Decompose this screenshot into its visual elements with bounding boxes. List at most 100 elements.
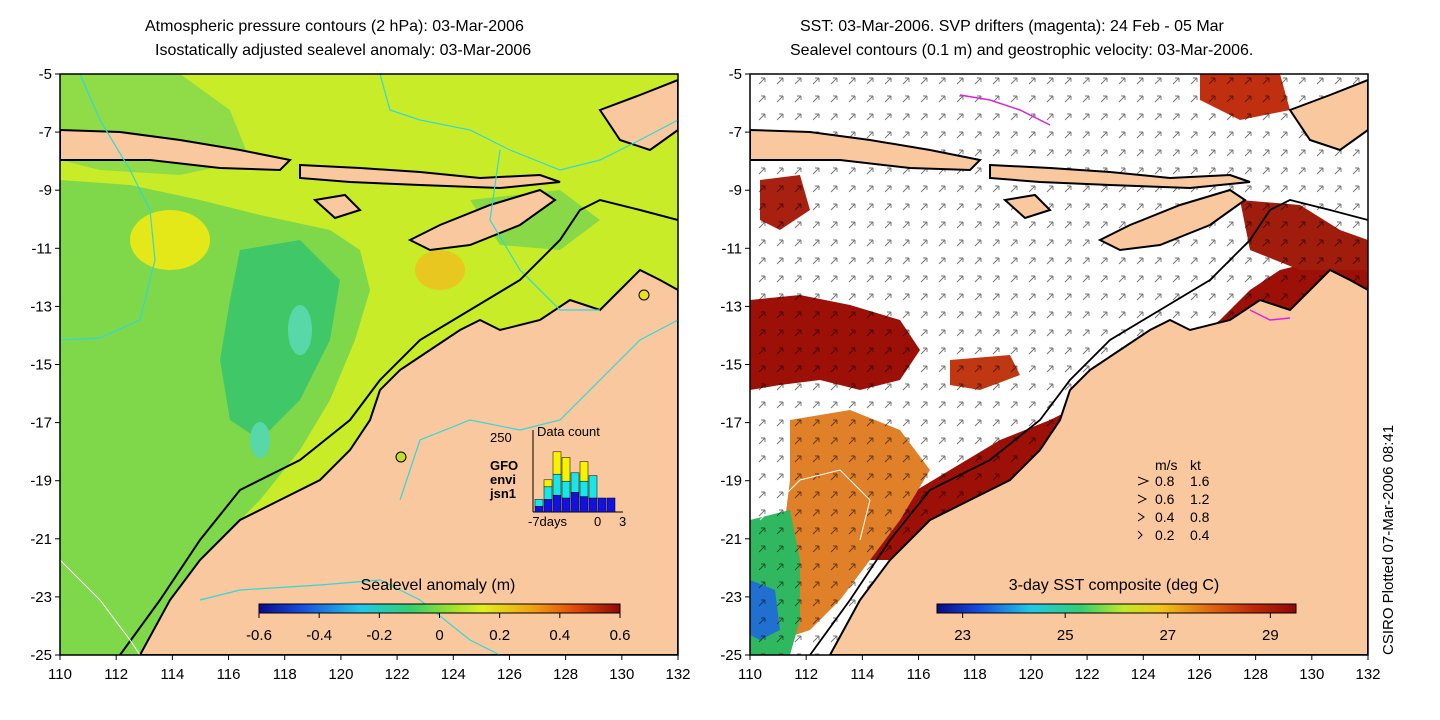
- x-tick-label: 130: [1299, 666, 1324, 683]
- nusa-tenggara-right: [989, 163, 1251, 190]
- x-tick-label: 114: [160, 666, 184, 683]
- left-colorbar-label: Sealevel anomaly (m): [361, 577, 516, 594]
- x-tick-label: 130: [609, 666, 634, 683]
- x-tick-label: 110: [738, 666, 762, 683]
- pressure-contour-1: [60, 74, 156, 341]
- northern-islands: [598, 78, 678, 152]
- colorbar-tick-label: -0.6: [246, 627, 272, 644]
- inset-bar-segment: [552, 473, 562, 496]
- y-tick-label: -23: [30, 589, 52, 606]
- sla-colorbar: [258, 603, 621, 614]
- colorbar-tick-label: 0.2: [489, 627, 510, 644]
- colorbar-tick-label: 23: [954, 627, 971, 644]
- velocity-arrow-icon: [1137, 476, 1150, 486]
- left-map: 110 112 114 116 118 120 122 124 126 128 130 132 -5-…: [30, 66, 690, 683]
- sumba-island-right: [1002, 193, 1052, 220]
- x-tick-label: 124: [441, 666, 466, 683]
- velocity-legend-header-ms: m/s: [1155, 457, 1178, 473]
- inset-bar-segment: [543, 479, 553, 488]
- x-tick-label: 124: [1131, 666, 1156, 683]
- timor-island-right: [1097, 188, 1247, 252]
- pressure-contour-2: [379, 74, 678, 171]
- velocity-ms-value: 0.8: [1155, 473, 1175, 489]
- velocity-kt-value: 0.4: [1190, 527, 1210, 543]
- x-tick-label: 112: [794, 666, 818, 683]
- x-tick-label: 126: [497, 666, 522, 683]
- x-tick-label: 122: [1075, 666, 1100, 683]
- y-tick-label: -9: [39, 182, 52, 199]
- x-tick-label: 114: [850, 666, 874, 683]
- sla-cyan-spot-2: [250, 422, 270, 458]
- inset-bar-segment: [534, 506, 544, 513]
- x-tick-label: 132: [1355, 666, 1380, 683]
- inset-ymax-label: 250: [490, 430, 512, 445]
- right-y-axis: -5 -7 -9 -11 -13 -15 -17 -19 -21 -23 -25: [720, 66, 750, 664]
- inset-bar-segment: [543, 499, 553, 513]
- plot-credit: CSIRO Plotted 07-Mar-2006 08:41: [1380, 424, 1397, 655]
- y-tick-label: -5: [39, 66, 52, 83]
- timor-island: [407, 188, 557, 252]
- inset-bar-segment: [561, 457, 571, 482]
- inset-bar-segment: [552, 451, 562, 475]
- sla-orange-spot: [415, 250, 465, 290]
- y-tick-label: -7: [39, 124, 52, 141]
- left-y-axis: -5 -7 -9 -11 -13 -15 -17 -19 -21 -23 -25: [30, 66, 60, 664]
- velocity-ms-value: 0.2: [1155, 527, 1175, 543]
- velocity-legend: m/s kt 0.8 1.6 0.6 1.2 0.4 0.8 0.2 0.4: [1137, 457, 1210, 543]
- colorbar-tick-label: 0.6: [610, 627, 631, 644]
- pressure-contour-3: [199, 579, 501, 655]
- inset-legend-GFO: GFO: [490, 458, 518, 473]
- y-tick-label: -19: [30, 473, 52, 490]
- velocity-legend-header-kt: kt: [1190, 457, 1201, 473]
- x-tick-label: 112: [104, 666, 128, 683]
- inset-bar-segment: [561, 480, 571, 499]
- inset-bar-segment: [579, 480, 589, 497]
- colorbar-tick-label: -0.2: [366, 627, 392, 644]
- colorbar-tick-label: 29: [1262, 627, 1279, 644]
- right-x-axis: 110 112 114 116 118 120 122 124 126 128 130 132: [738, 655, 1381, 683]
- y-tick-label: -13: [720, 298, 742, 315]
- velocity-legend-rows: 0.8 1.6 0.6 1.2 0.4 0.8 0.2 0.4: [1137, 473, 1210, 543]
- australia-land: [138, 268, 678, 655]
- drifter-track: [959, 94, 1051, 126]
- y-tick-label: -23: [720, 589, 742, 606]
- inset-x-label-end: 3: [619, 514, 626, 529]
- right-map: 110 112 114 116 118 120 122 124 126 128 130 132 -5-…: [720, 66, 1380, 683]
- y-tick-label: -17: [720, 415, 742, 432]
- station-marker: [638, 289, 650, 301]
- white-contour-right: [759, 469, 871, 541]
- colorbar-tick-label: 0: [435, 627, 443, 644]
- x-tick-label: 118: [273, 666, 297, 683]
- colorbar-tick-label: 0.4: [549, 627, 570, 644]
- colorbar-tick-label: 27: [1159, 627, 1176, 644]
- x-tick-label: 126: [1187, 666, 1212, 683]
- left-title-line-1: Atmospheric pressure contours (2 hPa): 0…: [145, 18, 524, 35]
- colorbar-tick-label: -0.4: [306, 627, 332, 644]
- x-tick-label: 110: [48, 666, 72, 683]
- x-tick-label: 120: [328, 666, 353, 683]
- java-island: [60, 128, 293, 172]
- sumba-island: [312, 193, 362, 220]
- velocity-arrow-icon: [1137, 494, 1148, 504]
- x-tick-label: 116: [907, 666, 931, 683]
- inset-bar-segment: [588, 475, 598, 499]
- inset-bar-segment: [561, 497, 571, 513]
- y-tick-label: -7: [729, 124, 742, 141]
- y-tick-label: -9: [729, 182, 742, 199]
- x-tick-label: 122: [385, 666, 410, 683]
- inset-bar-segment: [543, 486, 553, 500]
- colorbar-tick-label: 25: [1057, 627, 1074, 644]
- sla-yellow-spot: [130, 210, 210, 270]
- left-title-line-2: Isostatically adjusted sealevel anomaly:…: [155, 42, 532, 59]
- inset-x-label-zero: 0: [594, 514, 601, 529]
- right-colorbar-label: 3-day SST composite (deg C): [1009, 577, 1219, 594]
- pressure-contour-5: [489, 149, 600, 311]
- velocity-kt-value: 1.6: [1190, 473, 1210, 489]
- inset-title: Data count: [537, 424, 600, 439]
- y-tick-label: -17: [30, 415, 52, 432]
- right-title-line-2: Sealevel contours (0.1 m) and geostrophi…: [790, 42, 1254, 59]
- x-tick-label: 118: [963, 666, 987, 683]
- velocity-kt-value: 0.8: [1190, 509, 1210, 525]
- y-tick-label: -11: [31, 240, 52, 257]
